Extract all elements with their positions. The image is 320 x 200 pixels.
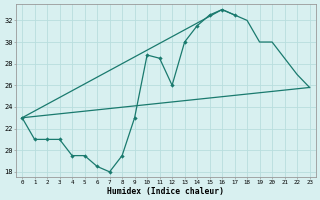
X-axis label: Humidex (Indice chaleur): Humidex (Indice chaleur) xyxy=(107,187,224,196)
